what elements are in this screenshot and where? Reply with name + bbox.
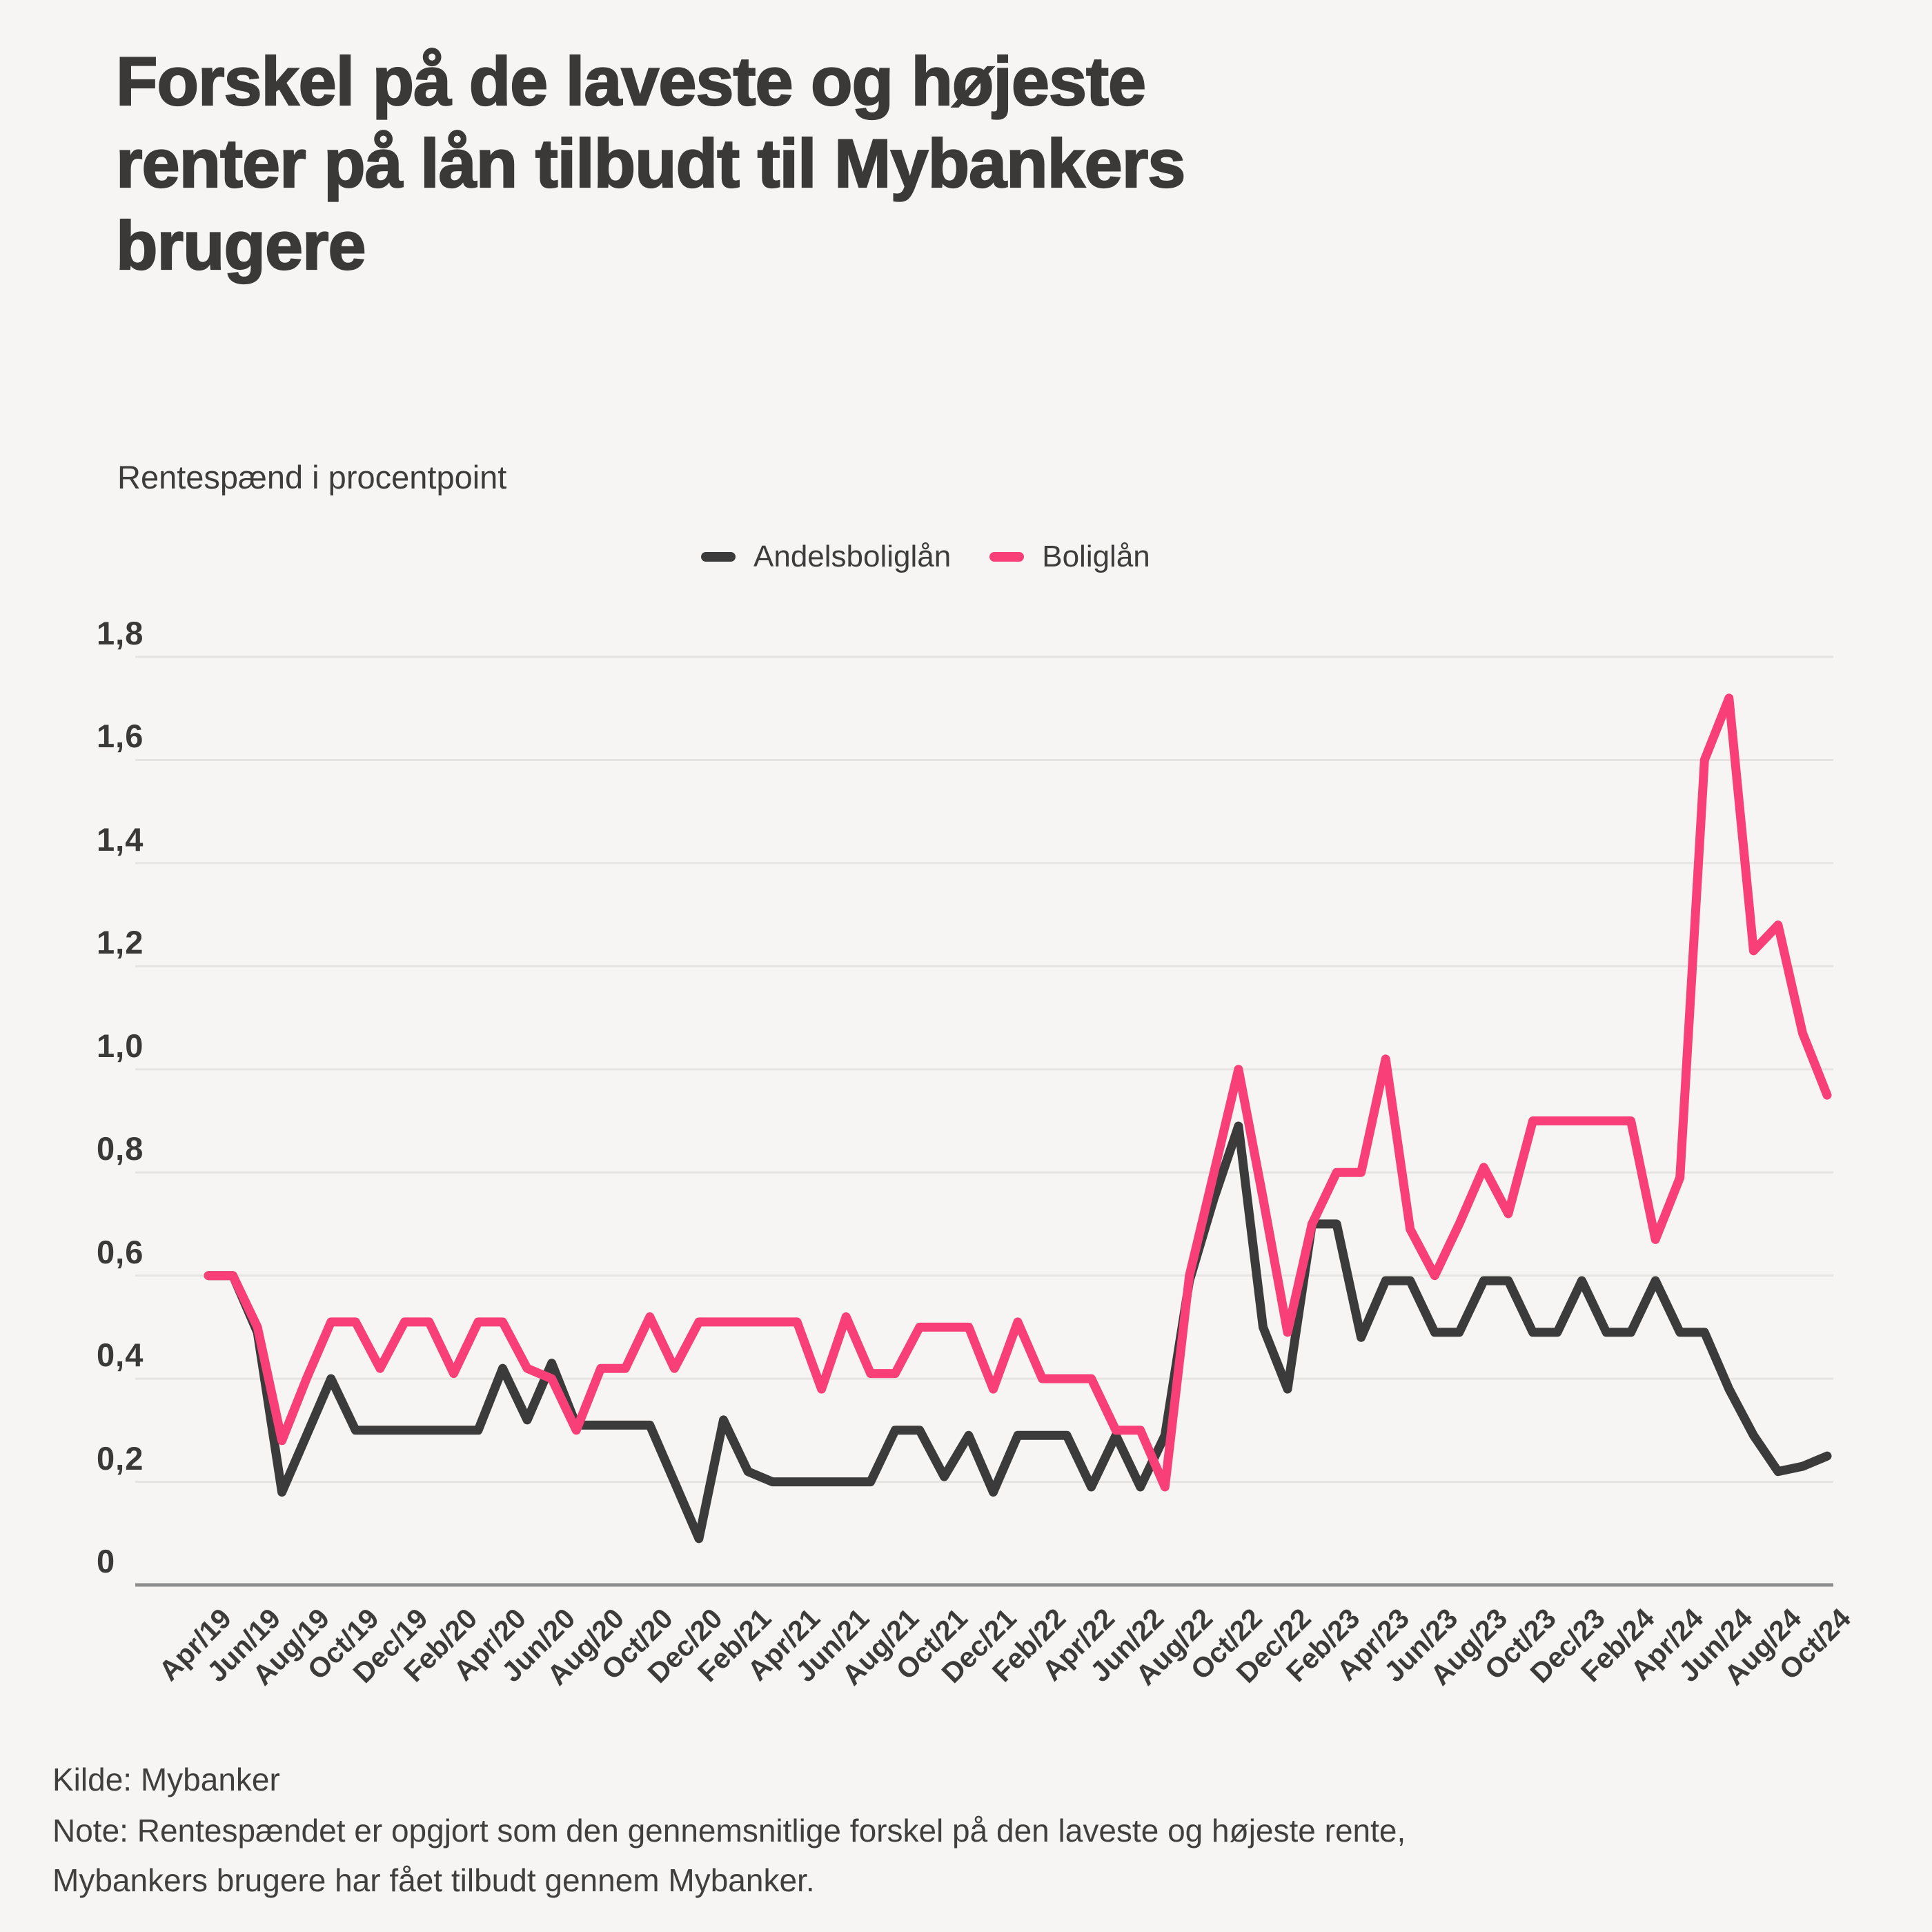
legend-label-boliglan: Boliglån	[1042, 540, 1150, 573]
y-tick-label-1,4: 1,4	[97, 820, 144, 858]
legend-item-boliglan: Boliglån	[989, 540, 1150, 574]
legend-swatch-andelsboliglan	[701, 552, 736, 562]
title-line-2: renter på lån tilbudt til Mybankers	[115, 124, 1186, 202]
title-line-3: brugere	[115, 206, 367, 284]
series-line-boliglån	[204, 693, 1832, 1492]
y-tick-label-0: 0	[97, 1543, 116, 1579]
title-line-1: Forskel på de laveste og højeste	[115, 42, 1147, 120]
legend-swatch-boliglan	[989, 552, 1025, 562]
y-tick-label-0,2: 0,2	[97, 1439, 144, 1477]
y-tick-label-0,4: 0,4	[97, 1337, 144, 1374]
y-tick-label-0,6: 0,6	[97, 1233, 144, 1270]
series-line-andelsboliglån	[204, 1121, 1832, 1544]
legend-label-andelsboliglan: Andelsboliglån	[753, 540, 952, 573]
page-title: Forskel på de laveste og højeste renter …	[115, 40, 1186, 286]
note-line-1: Note: Rentespændet er opgjort som den ge…	[52, 1813, 1406, 1849]
legend-item-andelsboliglan: Andelsboliglån	[701, 540, 951, 574]
y-tick-label-0,8: 0,8	[97, 1130, 144, 1167]
note-line-2: Mybankers brugere har fået tilbudt genne…	[52, 1862, 815, 1898]
chart-legend: Andelsboliglån Boliglån	[701, 540, 1150, 574]
y-tick-label-1,6: 1,6	[97, 718, 144, 755]
y-tick-label-1,0: 1,0	[97, 1027, 144, 1064]
source-text: Kilde: Mybanker	[52, 1762, 280, 1797]
chart-subtitle: Rentespænd i procentpoint	[117, 459, 507, 495]
y-tick-label-1,2: 1,2	[97, 924, 144, 961]
y-tick-label-1,8: 1,8	[97, 615, 144, 651]
